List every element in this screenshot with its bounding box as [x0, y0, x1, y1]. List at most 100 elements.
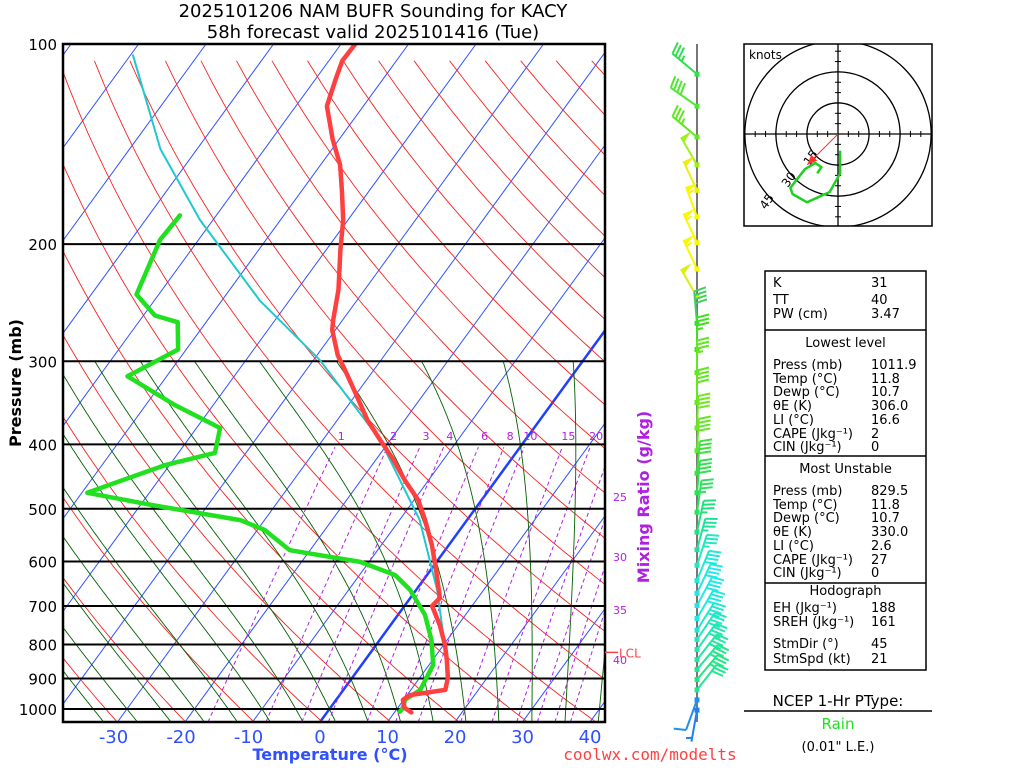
barb-staff	[685, 699, 698, 731]
ptype-amount: (0.01" L.E.)	[802, 740, 875, 755]
barb-full	[716, 663, 729, 671]
barb-full	[705, 557, 719, 562]
barb-pennant	[683, 156, 695, 167]
barb-station-dot	[694, 657, 700, 663]
wind-barb	[694, 392, 711, 431]
lowest-level-row-value: 1011.9	[871, 358, 917, 373]
footer-site[interactable]: coolwx.com/modelts	[563, 745, 736, 764]
barb-half	[699, 490, 707, 494]
barb-pennant	[683, 208, 695, 220]
most-unstable-row-value: 330.0	[871, 525, 909, 541]
lowest-level-row-label: LI (°C)	[773, 412, 814, 428]
wind-barb	[682, 208, 700, 246]
barb-station-dot	[694, 162, 700, 168]
barb-full	[697, 396, 711, 402]
wind-barb	[694, 633, 729, 663]
hodograph-stats-row-label: StmDir (°)	[773, 637, 839, 652]
barb-full	[697, 400, 711, 406]
barb-full	[698, 423, 711, 428]
barb-station-dot	[694, 103, 700, 109]
pressure-tick-label: 400	[28, 436, 57, 454]
barb-full	[694, 298, 708, 305]
wind-barb	[685, 707, 700, 742]
title-line-1: 2025101206 NAM BUFR Sounding for KACY	[179, 1, 569, 22]
barb-staff	[696, 664, 718, 691]
barb-full	[706, 570, 720, 575]
barb-staff	[671, 52, 698, 75]
moist-adiabat-line	[63, 626, 138, 722]
hodograph-stats-row-value: 45	[871, 637, 888, 652]
barb-full	[669, 75, 677, 89]
barb-full	[713, 602, 727, 608]
dry-adiabat-line	[63, 496, 255, 722]
barb-full	[699, 438, 713, 443]
barb-full	[704, 561, 717, 565]
barb-full	[674, 44, 682, 57]
barb-staff	[696, 441, 701, 474]
title-line-2: 58h forecast valid 2025101416 (Tue)	[207, 22, 539, 43]
barb-full	[706, 533, 720, 537]
barb-station-dot	[694, 529, 700, 535]
barb-full	[710, 629, 723, 636]
barb-full	[671, 42, 679, 55]
lowest-level-row-value: 16.6	[871, 412, 900, 428]
barb-full	[713, 636, 726, 644]
pressure-tick-label: 700	[28, 598, 57, 616]
moist-adiabat-line	[63, 486, 238, 722]
mixing-ratio-label: 25	[613, 491, 627, 504]
dry-adiabat-line	[93, 60, 605, 681]
mixing-ratio-label: 20	[589, 430, 603, 443]
barb-station-dot	[694, 425, 700, 431]
moist-adiabat-line	[502, 361, 533, 722]
mixing-ratio-label: 3	[423, 430, 430, 443]
barb-full	[708, 549, 722, 554]
sounding-traces	[85, 44, 451, 715]
pressure-tick-label: 100	[28, 36, 57, 54]
dry-adiabat-line	[129, 60, 605, 633]
barb-full	[674, 107, 682, 120]
barb-staff	[696, 654, 719, 681]
most-unstable-row-value: 27	[871, 552, 888, 568]
barb-full	[708, 596, 722, 603]
barb-full	[710, 563, 723, 568]
barb-full	[673, 727, 687, 731]
wind-barb	[682, 234, 700, 272]
pressure-tick-label: 200	[28, 236, 57, 254]
barb-staff	[696, 396, 700, 429]
barb-pennant	[681, 263, 692, 275]
most-unstable-row-label: LI (°C)	[773, 538, 814, 554]
most-unstable-header: Most Unstable	[799, 462, 892, 477]
barb-staff	[696, 612, 716, 641]
most-unstable-row-value: 829.5	[871, 484, 909, 499]
barb-full	[693, 286, 707, 293]
moist-adiabat-line	[63, 670, 105, 722]
barb-full	[671, 104, 679, 117]
isotherm-line	[63, 44, 477, 613]
mixing-ratio-label: 10	[523, 430, 537, 443]
temperature-trace	[324, 44, 451, 715]
mixing-ratio-label: 1	[338, 430, 345, 443]
index-row-label: PW (cm)	[773, 307, 828, 322]
lowest-level-row-value: 2	[871, 426, 880, 442]
barb-station-dot	[694, 448, 700, 454]
isotherm-line	[252, 236, 605, 722]
barb-station-dot	[694, 590, 700, 596]
mixing-ratio-line	[265, 446, 388, 722]
barb-station-dot	[694, 266, 700, 272]
hodograph-stats-header: Hodograph	[809, 584, 882, 599]
axes-labels: 1 2 3 4 6 8 10 15 202530354010020030040050060070…	[19, 36, 641, 748]
barb-staff	[696, 518, 707, 550]
y-axis-title: Pressure (mb)	[6, 319, 25, 447]
barb-staff	[670, 86, 698, 107]
barb-full	[679, 82, 686, 96]
barb-full	[698, 446, 712, 451]
lowest-level-row-value: 11.8	[871, 371, 900, 387]
barb-full	[715, 622, 728, 630]
wind-barb	[694, 576, 725, 609]
temperature-tick-label: 10	[376, 727, 399, 748]
isotherm-line	[184, 144, 605, 722]
dry-adiabat-line	[200, 60, 605, 539]
barb-full	[696, 344, 710, 350]
barb-full	[696, 370, 710, 376]
dry-adiabat-line	[63, 334, 391, 722]
